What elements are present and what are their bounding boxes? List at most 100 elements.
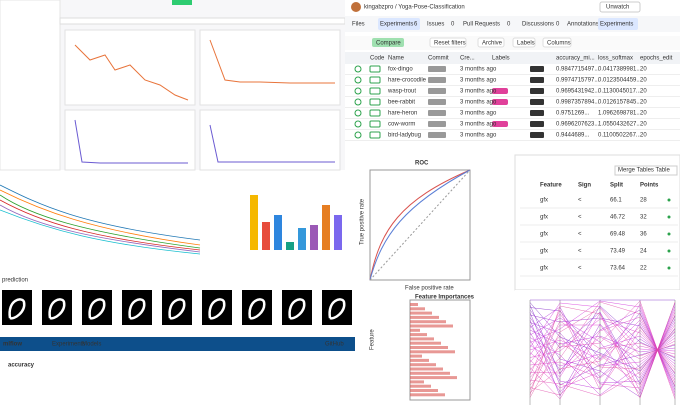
toolbar-label: Reset filters bbox=[434, 41, 466, 47]
repo-tab[interactable]: Experiments bbox=[380, 22, 413, 28]
status-icon bbox=[354, 87, 362, 95]
digit-stroke bbox=[128, 298, 146, 320]
importance-bar bbox=[410, 393, 445, 397]
toolbar-button[interactable] bbox=[542, 37, 572, 48]
mlflow-nav[interactable]: Experiments bbox=[52, 342, 85, 348]
importance-bar bbox=[410, 376, 457, 380]
code-badge bbox=[369, 131, 381, 139]
status-icon bbox=[354, 131, 362, 139]
nb-header: Sign bbox=[578, 183, 591, 189]
nb-cell: 73.49 bbox=[610, 249, 626, 255]
toolbar-button[interactable] bbox=[477, 37, 505, 48]
table-header: accuracy_mi... bbox=[556, 56, 595, 62]
pc-line bbox=[529, 311, 676, 389]
toolbar-button[interactable] bbox=[429, 37, 467, 48]
mlflow-github[interactable]: GitHub bbox=[325, 342, 344, 348]
cell: 1.0550432627... bbox=[598, 122, 642, 128]
cell[interactable]: bee-rabbit bbox=[388, 100, 415, 106]
pc-line bbox=[529, 314, 676, 375]
toolbar-button[interactable] bbox=[512, 37, 536, 48]
status-icon bbox=[354, 98, 362, 106]
commit-badge bbox=[428, 77, 446, 83]
pc-line bbox=[529, 334, 676, 396]
importance-ylabel: Feature bbox=[370, 329, 376, 350]
importance-bar bbox=[410, 367, 443, 371]
nb-cell: gfx bbox=[540, 249, 548, 255]
importance-bar bbox=[410, 363, 436, 367]
sidebar bbox=[0, 0, 61, 171]
nb-dot bbox=[667, 198, 671, 202]
pc-line bbox=[529, 306, 676, 384]
repo-tab[interactable]: Discussions bbox=[522, 22, 554, 28]
roc-xlabel: False positive rate bbox=[405, 286, 454, 292]
importance-bar bbox=[410, 328, 420, 332]
nb-cell: 66.1 bbox=[610, 198, 622, 204]
digit-image bbox=[202, 290, 232, 325]
importance-title: Feature Importances bbox=[415, 295, 475, 301]
cell[interactable]: bird-ladybug bbox=[388, 133, 421, 139]
table-header: Name bbox=[388, 56, 405, 62]
code-badge bbox=[369, 120, 381, 128]
pc-line bbox=[529, 326, 676, 393]
digit-image bbox=[122, 290, 152, 325]
badge bbox=[172, 0, 192, 5]
repo-tab[interactable]: Experiments bbox=[600, 22, 633, 28]
chart-cards bbox=[64, 29, 341, 171]
nb-cell: < bbox=[578, 198, 582, 204]
unwatch-button[interactable] bbox=[599, 1, 641, 13]
nb-toolbar[interactable] bbox=[614, 165, 678, 176]
roc-curve bbox=[369, 169, 471, 281]
nb-cell: < bbox=[578, 249, 582, 255]
importance-axes bbox=[409, 299, 471, 401]
toolbar-button[interactable] bbox=[372, 38, 404, 47]
status-icon bbox=[354, 120, 362, 128]
repo-tab[interactable]: Issues bbox=[427, 22, 444, 28]
cell[interactable]: cow-worm bbox=[388, 122, 415, 128]
importance-bar bbox=[410, 333, 427, 337]
mlflow-nav[interactable]: Models bbox=[82, 342, 101, 348]
cell: 0.1100502267... bbox=[598, 133, 641, 139]
pc-line bbox=[529, 336, 676, 374]
nb-cell: 36 bbox=[640, 232, 647, 238]
cell[interactable]: hare-heron bbox=[388, 111, 417, 117]
repo-tab[interactable]: Pull Requests bbox=[463, 22, 500, 28]
repo-title: kingabzpro / Yoga-Pose-Classification bbox=[364, 5, 465, 11]
repo-tab[interactable]: Annotations bbox=[567, 22, 599, 28]
unwatch: Unwatch bbox=[606, 5, 629, 11]
digit-image bbox=[2, 290, 32, 325]
commit-badge bbox=[428, 110, 446, 116]
table-header: Cre... bbox=[460, 56, 475, 62]
digit-stroke bbox=[248, 298, 266, 320]
chart-line bbox=[74, 44, 189, 101]
nb-cell: gfx bbox=[540, 198, 548, 204]
pc-line bbox=[529, 307, 676, 391]
nb-dot bbox=[667, 266, 671, 270]
cell[interactable]: wasp-trout bbox=[387, 89, 416, 95]
repo-tab[interactable]: Files bbox=[352, 22, 365, 28]
cell: 0.1130045017... bbox=[598, 89, 641, 95]
digit-image bbox=[282, 290, 312, 325]
pc-line bbox=[529, 301, 676, 399]
cell: 3 months ago bbox=[460, 122, 497, 128]
pc-line bbox=[529, 314, 676, 396]
mlflow-title: accuracy bbox=[8, 363, 35, 369]
importance-bar bbox=[410, 358, 429, 362]
label-tag bbox=[492, 88, 508, 94]
cell: 0.0123504459... bbox=[598, 78, 642, 84]
label-tag bbox=[492, 99, 508, 105]
cell: 20 bbox=[640, 78, 647, 84]
label-tag bbox=[492, 121, 508, 127]
tab-count: 6 bbox=[414, 22, 418, 28]
cell[interactable]: fox-dingo bbox=[388, 67, 413, 73]
cell: 0.0417389981... bbox=[598, 67, 642, 73]
cell: 3 months ago bbox=[460, 100, 497, 106]
bar-chart bbox=[250, 195, 342, 250]
nb-toolbar-label: Merge Tables Table bbox=[618, 168, 670, 174]
nb-cell: < bbox=[578, 232, 582, 238]
icon bbox=[530, 121, 544, 127]
table-header: Labels bbox=[492, 56, 510, 62]
nb-cell: 69.48 bbox=[610, 232, 626, 238]
cell[interactable]: hare-crocodile bbox=[388, 78, 427, 84]
nb-cell: 24 bbox=[640, 249, 647, 255]
images-title: prediction bbox=[2, 278, 28, 284]
